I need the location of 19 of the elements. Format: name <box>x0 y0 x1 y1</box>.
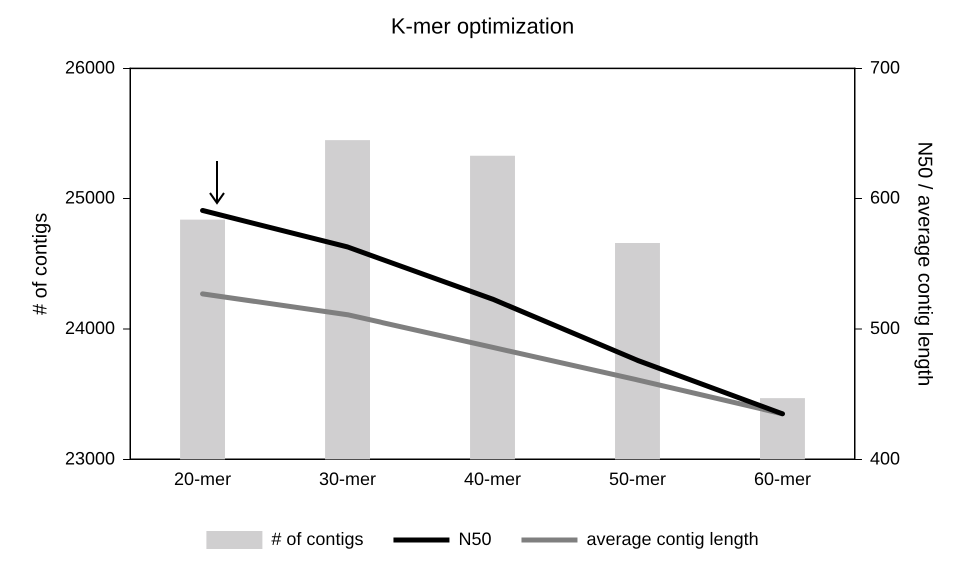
x-tick-label: 50-mer <box>608 469 666 490</box>
y2-tick-label: 700 <box>870 57 900 78</box>
x-tick-label: 40-mer <box>464 469 522 490</box>
y-tick-label: 25000 <box>64 188 116 208</box>
legend-label: # of contigs <box>271 528 364 549</box>
legend-label: N50 <box>458 528 492 549</box>
x-tick-label: 60-mer <box>754 469 811 490</box>
y2-tick-label: 600 <box>870 188 900 208</box>
y2-tick-label: 400 <box>870 448 900 468</box>
y-tick-label: 23000 <box>64 448 116 468</box>
legend-label: average contig length <box>586 528 759 549</box>
y-axis-title: # of contigs <box>30 212 52 316</box>
y2-tick-label: 500 <box>870 318 900 338</box>
chart-title: K-mer optimization <box>390 13 574 38</box>
y2-axis-title: N50 / average contig length <box>913 142 936 386</box>
y-tick-label: 26000 <box>64 57 116 78</box>
x-tick-label: 30-mer <box>319 469 376 490</box>
y-tick-label: 24000 <box>64 318 116 338</box>
x-tick-label: 20-mer <box>174 469 232 490</box>
